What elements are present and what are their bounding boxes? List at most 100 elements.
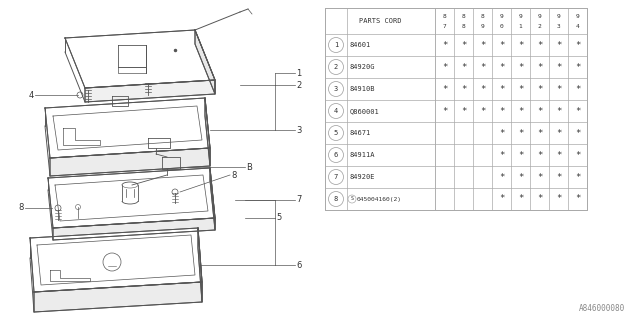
- Text: *: *: [575, 172, 580, 181]
- Text: *: *: [518, 195, 523, 204]
- Text: 045004160(2): 045004160(2): [357, 196, 402, 202]
- Text: 9: 9: [518, 13, 522, 19]
- Polygon shape: [30, 228, 202, 292]
- Polygon shape: [48, 168, 215, 228]
- Text: 5: 5: [276, 213, 281, 222]
- Text: B: B: [246, 163, 252, 172]
- Text: *: *: [518, 172, 523, 181]
- Text: PARTS CORD: PARTS CORD: [359, 18, 401, 24]
- Text: 4: 4: [334, 108, 338, 114]
- Text: *: *: [499, 107, 504, 116]
- Text: *: *: [518, 129, 523, 138]
- Text: *: *: [499, 84, 504, 93]
- Text: 84920E: 84920E: [350, 174, 376, 180]
- Text: 2: 2: [334, 64, 338, 70]
- Text: 8: 8: [231, 171, 236, 180]
- Text: *: *: [499, 62, 504, 71]
- Text: *: *: [442, 107, 447, 116]
- Text: *: *: [556, 172, 561, 181]
- Text: 84911A: 84911A: [350, 152, 376, 158]
- Polygon shape: [195, 30, 215, 94]
- Text: *: *: [575, 129, 580, 138]
- Polygon shape: [53, 218, 215, 240]
- Polygon shape: [210, 168, 215, 230]
- Text: 3: 3: [334, 86, 338, 92]
- Text: *: *: [537, 150, 542, 159]
- Bar: [325, 8, 587, 210]
- Text: *: *: [556, 195, 561, 204]
- Text: *: *: [537, 84, 542, 93]
- Polygon shape: [198, 228, 202, 302]
- Text: *: *: [499, 195, 504, 204]
- Text: 6: 6: [296, 260, 301, 269]
- Text: 84910B: 84910B: [350, 86, 376, 92]
- Text: 1: 1: [296, 68, 301, 77]
- Text: *: *: [575, 195, 580, 204]
- Text: S: S: [351, 196, 353, 202]
- Text: *: *: [480, 84, 485, 93]
- Text: 1: 1: [518, 23, 522, 28]
- Text: 8: 8: [481, 13, 484, 19]
- Text: *: *: [575, 62, 580, 71]
- Text: *: *: [556, 150, 561, 159]
- Text: 9: 9: [538, 13, 541, 19]
- Text: *: *: [556, 107, 561, 116]
- Text: 84671: 84671: [350, 130, 371, 136]
- Text: *: *: [442, 41, 447, 50]
- Text: *: *: [575, 107, 580, 116]
- Text: *: *: [518, 107, 523, 116]
- Text: *: *: [518, 62, 523, 71]
- Text: *: *: [461, 62, 466, 71]
- Text: *: *: [480, 62, 485, 71]
- Text: 84920G: 84920G: [350, 64, 376, 70]
- Text: 5: 5: [334, 130, 338, 136]
- Text: *: *: [556, 41, 561, 50]
- Text: *: *: [575, 84, 580, 93]
- Text: 7: 7: [334, 174, 338, 180]
- Polygon shape: [50, 148, 210, 176]
- Text: 3: 3: [557, 23, 561, 28]
- Text: 84601: 84601: [350, 42, 371, 48]
- Polygon shape: [65, 30, 215, 88]
- Text: *: *: [556, 84, 561, 93]
- Polygon shape: [205, 98, 210, 166]
- Text: 9: 9: [575, 13, 579, 19]
- Text: 8: 8: [19, 204, 24, 212]
- Text: 8: 8: [461, 13, 465, 19]
- Text: *: *: [499, 41, 504, 50]
- Text: *: *: [537, 129, 542, 138]
- Polygon shape: [45, 98, 210, 158]
- Text: *: *: [537, 195, 542, 204]
- Text: 7: 7: [296, 196, 301, 204]
- Text: 2: 2: [296, 81, 301, 90]
- Text: *: *: [518, 41, 523, 50]
- Text: 9: 9: [481, 23, 484, 28]
- Text: *: *: [537, 172, 542, 181]
- Text: *: *: [480, 41, 485, 50]
- Text: Q860001: Q860001: [350, 108, 380, 114]
- Text: *: *: [575, 150, 580, 159]
- Text: 0: 0: [500, 23, 504, 28]
- Text: A846000080: A846000080: [579, 304, 625, 313]
- Text: *: *: [537, 62, 542, 71]
- Text: *: *: [537, 107, 542, 116]
- Text: *: *: [480, 107, 485, 116]
- Text: 4: 4: [575, 23, 579, 28]
- Text: *: *: [461, 41, 466, 50]
- Text: 3: 3: [296, 125, 301, 134]
- Text: 9: 9: [500, 13, 504, 19]
- Text: 2: 2: [538, 23, 541, 28]
- Text: 6: 6: [334, 152, 338, 158]
- Text: *: *: [442, 84, 447, 93]
- Text: 8: 8: [461, 23, 465, 28]
- Polygon shape: [85, 80, 215, 102]
- Text: 7: 7: [443, 23, 446, 28]
- Text: *: *: [461, 84, 466, 93]
- Text: *: *: [461, 107, 466, 116]
- Text: 8: 8: [334, 196, 338, 202]
- Text: 9: 9: [557, 13, 561, 19]
- Text: 8: 8: [443, 13, 446, 19]
- Text: *: *: [575, 41, 580, 50]
- Text: *: *: [442, 62, 447, 71]
- Text: 1: 1: [334, 42, 338, 48]
